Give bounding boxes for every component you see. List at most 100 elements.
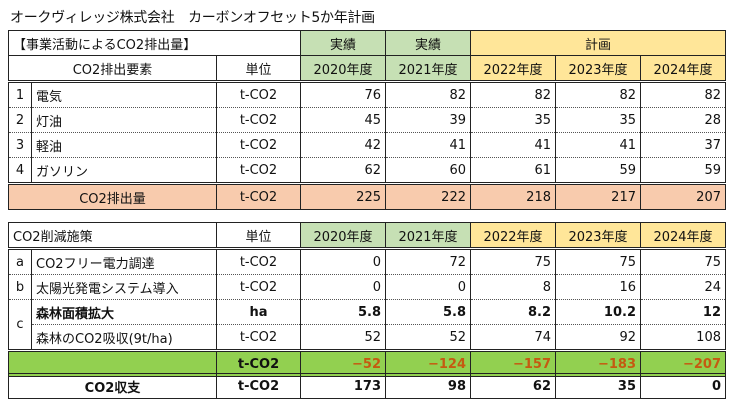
cell-value: 225 — [300, 182, 386, 210]
cell-value: 75 — [640, 247, 726, 275]
row-label: ガソリン — [31, 157, 217, 184]
cell-value: 98 — [385, 373, 471, 399]
cell-value: −52 — [300, 349, 386, 377]
cell-value: 41 — [470, 132, 556, 158]
col-header-year: 2020年度 — [300, 55, 386, 82]
row-number: 3 — [8, 132, 32, 158]
row-label: 太陽光発電システム導入 — [31, 274, 217, 300]
cell-value: 75 — [555, 247, 641, 275]
table-row: 4 ガソリン t-CO2 62 60 61 59 59 — [8, 157, 726, 184]
plan-group-header: 計画 — [470, 30, 726, 56]
cell-value: 59 — [555, 157, 641, 184]
table-row: b 太陽光発電システム導入 t-CO2 0 0 8 16 24 — [8, 274, 726, 300]
cell-value: 41 — [555, 132, 641, 158]
col-header-year: 2023年度 — [555, 55, 641, 82]
cell-value: 52 — [385, 324, 471, 351]
cell-value: 62 — [300, 157, 386, 184]
cell-value: 74 — [470, 324, 556, 351]
table-row: c 森林面積拡大 ha 5.8 5.8 8.2 10.2 12 — [8, 299, 726, 351]
cell-value: 82 — [470, 80, 556, 108]
cell-value: 61 — [470, 157, 556, 184]
cell-value: 8 — [470, 274, 556, 300]
row-label: 森林面積拡大 — [31, 299, 217, 325]
emissions-section-label: 【事業活動によるCO2排出量】 — [8, 30, 301, 56]
row-unit: ha — [216, 299, 301, 325]
actual-group-header: 実績 — [300, 30, 386, 56]
row-unit: t-CO2 — [216, 157, 301, 184]
row-number: 1 — [8, 80, 32, 108]
cell-value: 92 — [555, 324, 641, 351]
cell-value: 35 — [555, 107, 641, 133]
cell-value: 62 — [470, 373, 556, 399]
col-header-year: 2024年度 — [640, 222, 726, 249]
cell-value: 5.8 — [385, 299, 471, 325]
cell-value: 222 — [385, 182, 471, 210]
col-header-year: 2021年度 — [385, 222, 471, 249]
cell-value: 24 — [640, 274, 726, 300]
cell-value: 218 — [470, 182, 556, 210]
reduction-table: CO2削減施策 単位 2020年度 2021年度 2022年度 2023年度 2… — [8, 222, 726, 377]
emissions-total-row: CO2排出量 t-CO2 225 222 218 217 207 — [8, 182, 726, 210]
row-number: c — [8, 299, 32, 351]
cell-value: 217 — [555, 182, 641, 210]
cell-value: 42 — [300, 132, 386, 158]
col-header-element: CO2排出要素 — [8, 55, 217, 82]
row-label: 軽油 — [31, 132, 217, 158]
cell-value: 82 — [385, 80, 471, 108]
actual-group-header: 実績 — [385, 30, 471, 56]
row-label: 電気 — [31, 80, 217, 108]
balance-label: CO2収支 — [8, 373, 217, 399]
balance-row: CO2収支 t-CO2 173 98 62 35 0 — [8, 373, 726, 399]
cell-value: 207 — [640, 182, 726, 210]
cell-value: 52 — [300, 324, 386, 351]
cell-value: 0 — [300, 274, 386, 300]
cell-value: 45 — [300, 107, 386, 133]
cell-value: 0 — [300, 247, 386, 275]
row-unit: t-CO2 — [216, 373, 301, 399]
col-header-year: 2023年度 — [555, 222, 641, 249]
emissions-table: 【事業活動によるCO2排出量】 実績 実績 計画 CO2排出要素 単位 2020… — [8, 30, 726, 210]
cell-value: 82 — [555, 80, 641, 108]
cell-value: 35 — [555, 373, 641, 399]
row-label: CO2フリー電力調達 — [31, 247, 217, 275]
row-number: 4 — [8, 157, 32, 184]
row-unit: t-CO2 — [216, 247, 301, 275]
cell-value: 37 — [640, 132, 726, 158]
row-unit: t-CO2 — [216, 324, 301, 351]
reduction-total-row: t-CO2 −52 −124 −157 −183 −207 — [8, 349, 726, 377]
cell-value: 173 — [300, 373, 386, 399]
cell-value: 0 — [640, 373, 726, 399]
total-label — [8, 349, 217, 377]
cell-value: 0 — [385, 274, 471, 300]
col-header-year: 2024年度 — [640, 55, 726, 82]
cell-value: 60 — [385, 157, 471, 184]
row-unit: t-CO2 — [216, 107, 301, 133]
row-label: 森林のCO2吸収(9t/ha) — [31, 324, 217, 351]
col-header-year: 2022年度 — [470, 222, 556, 249]
col-header-year: 2021年度 — [385, 55, 471, 82]
cell-value: 28 — [640, 107, 726, 133]
col-header-unit: 単位 — [216, 222, 301, 249]
cell-value: 72 — [385, 247, 471, 275]
cell-value: 10.2 — [555, 299, 641, 325]
cell-value: 76 — [300, 80, 386, 108]
row-unit: t-CO2 — [216, 80, 301, 108]
table-row: 1 電気 t-CO2 76 82 82 82 82 — [8, 80, 726, 108]
cell-value: 12 — [640, 299, 726, 325]
row-number: 2 — [8, 107, 32, 133]
col-header-unit: 単位 — [216, 55, 301, 82]
cell-value: 16 — [555, 274, 641, 300]
table-row: a CO2フリー電力調達 t-CO2 0 72 75 75 75 — [8, 247, 726, 275]
balance-table: CO2収支 t-CO2 173 98 62 35 0 — [8, 373, 726, 399]
cell-value: 8.2 — [470, 299, 556, 325]
col-header-year: 2022年度 — [470, 55, 556, 82]
cell-value: 108 — [640, 324, 726, 351]
cell-value: 41 — [385, 132, 471, 158]
cell-value: 82 — [640, 80, 726, 108]
row-unit: t-CO2 — [216, 182, 301, 210]
row-unit: t-CO2 — [216, 132, 301, 158]
table-row: 2 灯油 t-CO2 45 39 35 35 28 — [8, 107, 726, 133]
row-unit: t-CO2 — [216, 274, 301, 300]
reduction-section-label: CO2削減施策 — [8, 222, 217, 249]
row-number: a — [8, 247, 32, 275]
